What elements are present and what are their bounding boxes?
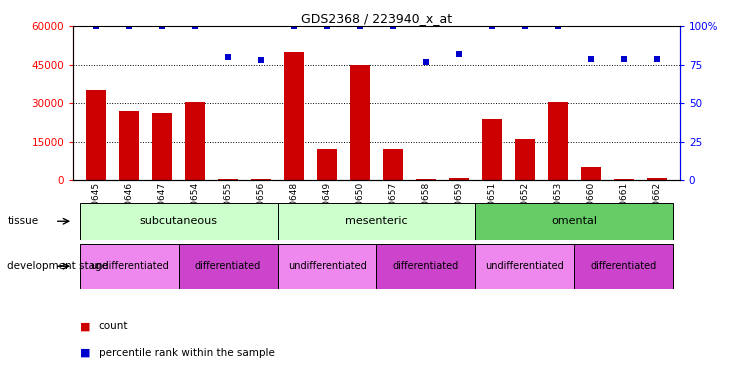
Text: development stage: development stage — [7, 261, 108, 271]
Text: subcutaneous: subcutaneous — [140, 216, 218, 226]
Point — [519, 23, 531, 29]
Point — [222, 54, 234, 60]
Point — [420, 58, 432, 64]
Bar — [614, 179, 634, 180]
Bar — [152, 113, 172, 180]
Point — [585, 56, 596, 62]
Text: tissue: tissue — [7, 216, 39, 226]
Point — [486, 23, 498, 29]
Point — [124, 23, 135, 29]
Text: percentile rank within the sample: percentile rank within the sample — [99, 348, 275, 357]
Bar — [575, 244, 673, 289]
Bar — [548, 102, 568, 180]
Bar — [482, 118, 501, 180]
Title: GDS2368 / 223940_x_at: GDS2368 / 223940_x_at — [301, 12, 452, 25]
Bar — [581, 167, 601, 180]
Text: differentiated: differentiated — [195, 261, 261, 271]
Text: omental: omental — [551, 216, 597, 226]
Text: differentiated: differentiated — [591, 261, 657, 271]
Bar — [178, 244, 278, 289]
Text: undifferentiated: undifferentiated — [287, 261, 366, 271]
Text: undifferentiated: undifferentiated — [90, 261, 169, 271]
Bar — [278, 244, 376, 289]
Point — [354, 23, 366, 29]
Bar — [383, 149, 403, 180]
Bar — [376, 244, 475, 289]
Text: mesenteric: mesenteric — [345, 216, 408, 226]
Bar — [185, 102, 205, 180]
Bar — [416, 179, 436, 180]
Text: count: count — [99, 321, 128, 331]
Point — [651, 56, 662, 62]
Point — [453, 51, 465, 57]
Point — [618, 56, 629, 62]
Text: ■: ■ — [80, 321, 91, 331]
Bar — [515, 139, 535, 180]
Point — [91, 23, 102, 29]
Bar — [218, 179, 238, 180]
Text: ■: ■ — [80, 348, 91, 357]
Point — [552, 23, 564, 29]
Bar — [475, 202, 673, 240]
Bar — [119, 111, 139, 180]
Bar — [317, 149, 337, 180]
Bar — [647, 178, 667, 180]
Text: undifferentiated: undifferentiated — [485, 261, 564, 271]
Bar — [284, 52, 304, 180]
Point — [288, 23, 300, 29]
Text: differentiated: differentiated — [393, 261, 459, 271]
Bar — [350, 64, 370, 180]
Point — [387, 23, 399, 29]
Bar — [86, 90, 106, 180]
Point — [321, 23, 333, 29]
Bar — [80, 244, 178, 289]
Bar — [251, 179, 271, 180]
Bar — [449, 178, 469, 180]
Bar — [278, 202, 475, 240]
Point — [255, 57, 267, 63]
Bar — [80, 202, 278, 240]
Point — [156, 23, 168, 29]
Bar — [475, 244, 575, 289]
Point — [189, 23, 201, 29]
